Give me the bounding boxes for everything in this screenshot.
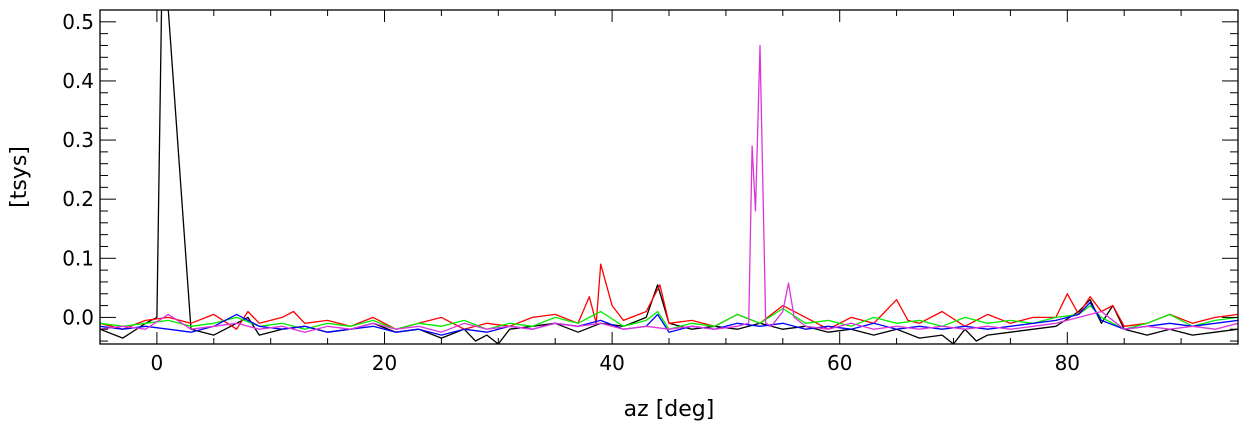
series-line-0 [100, 10, 1238, 344]
x-axis-title: az [deg] [624, 397, 715, 422]
y-tick-label: 0.4 [62, 69, 94, 93]
series-line-1 [100, 263, 1238, 330]
series-line-4 [100, 44, 1238, 333]
y-tick-label: 0.2 [62, 187, 94, 211]
y-tick-label: 0.5 [62, 10, 94, 34]
x-tick-label: 60 [827, 351, 852, 375]
y-axis-title: [tsys] [7, 146, 32, 208]
x-tick-label: 20 [372, 351, 397, 375]
y-tick-label: 0.3 [62, 128, 94, 152]
x-tick-label: 40 [599, 351, 624, 375]
x-tick-label: 80 [1055, 351, 1080, 375]
series-line-3 [100, 301, 1238, 336]
tick-layer: 0 20 40 60 80 0.0 0.1 0.2 0.3 0.4 0.5 [62, 9, 1239, 375]
series-layer [100, 10, 1238, 344]
x-tick-label: 0 [151, 351, 164, 375]
y-tick-label: 0.1 [62, 246, 94, 270]
y-tick-label: 0.0 [62, 305, 94, 329]
